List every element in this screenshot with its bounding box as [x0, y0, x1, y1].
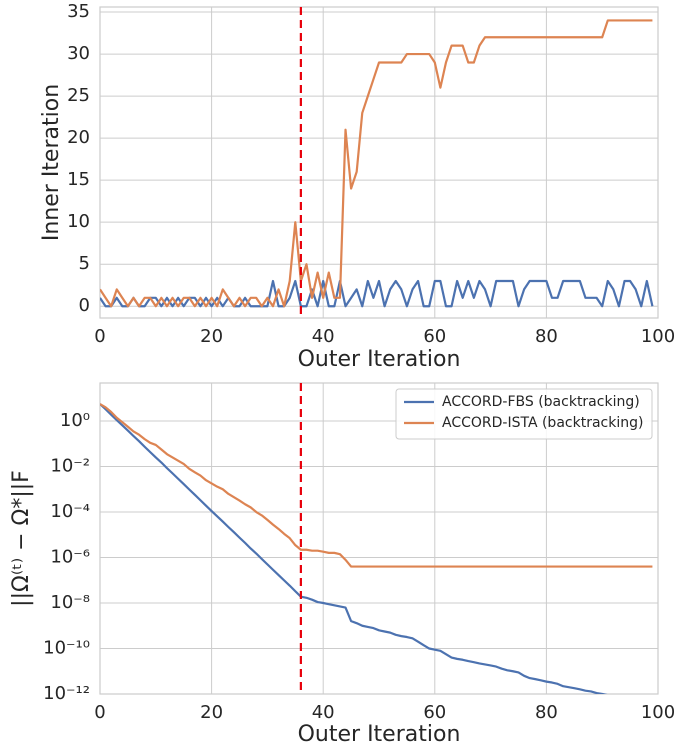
x-tick-label: 80	[535, 702, 558, 723]
x-tick-label: 20	[200, 326, 223, 347]
y-tick-label: 0	[79, 295, 90, 316]
x-tick-label: 20	[200, 702, 223, 723]
y-axis-label: ||Ω⁽ᵗ⁾ − Ω*||F	[9, 470, 34, 607]
y-tick-label: 25	[67, 85, 90, 106]
y-tick-label: 20	[67, 127, 90, 148]
y-axis-label: Inner Iteration	[39, 84, 64, 241]
legend-label: ACCORD-ISTA (backtracking)	[442, 415, 643, 431]
x-tick-label: 100	[641, 702, 675, 723]
y-tick-label: 10⁻⁶	[50, 547, 90, 568]
x-tick-label: 80	[535, 326, 558, 347]
legend-label: ACCORD-FBS (backtracking)	[442, 394, 640, 410]
y-tick-label: 30	[67, 43, 90, 64]
y-tick-label: 10⁻⁴	[50, 501, 90, 522]
x-tick-label: 100	[641, 326, 675, 347]
y-tick-label: 10⁻⁸	[50, 592, 90, 613]
y-tick-label: 10⁻²	[50, 456, 90, 477]
y-tick-label: 15	[67, 169, 90, 190]
plot-frame	[99, 382, 659, 695]
x-tick-label: 40	[312, 702, 335, 723]
y-tick-label: 10	[67, 211, 90, 232]
y-tick-label: 5	[79, 253, 90, 274]
y-tick-label: 35	[67, 1, 90, 22]
plot-frame	[99, 6, 659, 319]
y-tick-label: 10⁰	[60, 410, 90, 431]
x-tick-label: 60	[423, 702, 446, 723]
series-line	[100, 403, 653, 568]
series-line	[100, 19, 653, 308]
x-tick-label: 0	[94, 702, 105, 723]
y-tick-label: 10⁻¹⁰	[43, 638, 90, 659]
series-line	[100, 279, 654, 308]
x-axis-label: Outer Iteration	[298, 347, 461, 372]
x-axis-label: Outer Iteration	[298, 722, 461, 747]
series-line	[100, 403, 608, 694]
x-tick-label: 40	[312, 326, 335, 347]
x-tick-label: 60	[423, 326, 446, 347]
x-tick-label: 0	[94, 326, 105, 347]
y-tick-label: 10⁻¹²	[43, 683, 90, 704]
legend-box	[395, 388, 653, 440]
